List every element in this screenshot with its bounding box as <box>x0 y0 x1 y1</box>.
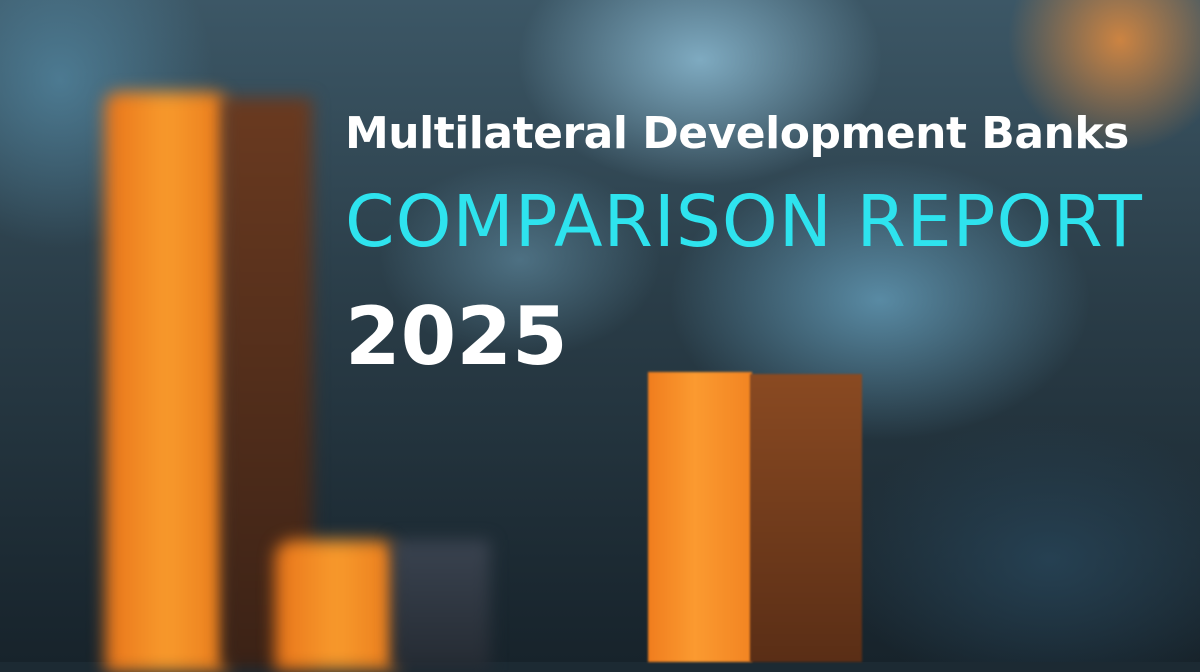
bar-small-side <box>392 540 490 670</box>
report-subtitle: Multilateral Development Banks <box>345 108 1129 159</box>
bar-left-front <box>105 92 227 672</box>
report-title: COMPARISON REPORT <box>345 180 1143 263</box>
report-year: 2025 <box>345 290 568 383</box>
bar-small-front <box>275 540 397 670</box>
bar-right-front <box>648 372 752 662</box>
bar-right-side <box>750 374 862 662</box>
